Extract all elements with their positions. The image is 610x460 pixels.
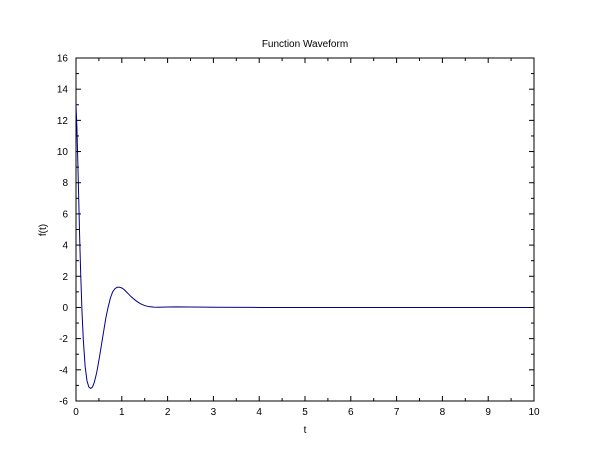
y-tick-label: 14 (57, 85, 69, 96)
y-tick-label: -6 (59, 397, 68, 408)
y-axis: -6 -4 -2 0 2 4 6 8 10 12 14 16 (57, 54, 534, 408)
x-tick-label: 4 (256, 407, 262, 418)
x-tick-label: 8 (440, 407, 446, 418)
x-tick-label: 0 (73, 407, 79, 418)
y-axis-title: f(t) (38, 224, 49, 236)
y-tick-label: 8 (62, 178, 68, 189)
series-line (75, 104, 534, 390)
y-tick-label: 4 (62, 241, 68, 252)
x-tick-label: 9 (485, 407, 491, 418)
x-tick-label: 10 (528, 407, 540, 418)
y-tick-label: 10 (57, 147, 69, 158)
y-tick-label: 6 (62, 209, 68, 220)
x-tick-label: 5 (302, 407, 308, 418)
x-tick-label: 7 (394, 407, 400, 418)
y-tick-label: 12 (57, 116, 69, 127)
x-axis: 0 1 2 3 4 5 6 7 8 9 10 (73, 58, 540, 418)
x-tick-label: 6 (348, 407, 354, 418)
y-tick-label: -4 (59, 365, 68, 376)
y-tick-label: 0 (62, 303, 68, 314)
x-tick-label: 1 (119, 407, 125, 418)
x-axis-title: t (304, 425, 307, 436)
chart-title: Function Waveform (262, 39, 348, 50)
y-tick-label: 16 (57, 54, 69, 65)
x-tick-label: 2 (165, 407, 171, 418)
x-tick-label: 3 (211, 407, 217, 418)
y-tick-label: 2 (62, 272, 68, 283)
y-tick-label: -2 (59, 334, 68, 345)
